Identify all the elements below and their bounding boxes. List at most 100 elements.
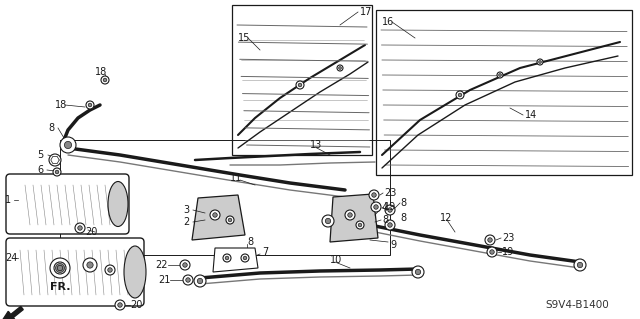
Text: 23: 23 <box>384 188 396 198</box>
Circle shape <box>337 65 343 71</box>
Circle shape <box>371 202 381 212</box>
Circle shape <box>183 275 193 285</box>
Circle shape <box>388 208 392 212</box>
FancyBboxPatch shape <box>6 238 144 306</box>
Circle shape <box>487 247 497 257</box>
Text: 21: 21 <box>158 275 170 285</box>
Circle shape <box>83 258 97 272</box>
Circle shape <box>58 265 63 271</box>
Text: 20: 20 <box>130 300 142 310</box>
Text: 11: 11 <box>230 173 243 183</box>
Text: 5: 5 <box>37 150 44 160</box>
Circle shape <box>77 226 83 230</box>
Text: 10: 10 <box>330 255 342 265</box>
Text: 6: 6 <box>37 165 43 175</box>
Text: 13: 13 <box>310 140 323 150</box>
Circle shape <box>296 81 304 89</box>
Circle shape <box>412 266 424 278</box>
Polygon shape <box>213 248 258 272</box>
Circle shape <box>197 278 203 284</box>
Circle shape <box>75 223 85 233</box>
Circle shape <box>108 268 112 272</box>
Circle shape <box>183 263 188 267</box>
Circle shape <box>103 78 107 82</box>
Text: 8: 8 <box>48 123 54 133</box>
Text: 8: 8 <box>382 215 388 225</box>
Circle shape <box>574 259 586 271</box>
Text: 12: 12 <box>440 213 452 223</box>
Circle shape <box>388 223 392 227</box>
Polygon shape <box>330 194 378 242</box>
FancyBboxPatch shape <box>6 174 129 234</box>
Circle shape <box>415 269 420 275</box>
Circle shape <box>577 262 582 268</box>
Text: 23: 23 <box>502 233 515 243</box>
Circle shape <box>345 210 355 220</box>
Text: 22: 22 <box>155 260 168 270</box>
Circle shape <box>358 223 362 227</box>
Circle shape <box>87 262 93 268</box>
Text: 8: 8 <box>400 198 406 208</box>
Circle shape <box>298 83 302 87</box>
Circle shape <box>223 254 231 262</box>
Text: 20: 20 <box>85 227 97 237</box>
Circle shape <box>241 254 249 262</box>
Circle shape <box>537 59 543 65</box>
Circle shape <box>65 141 72 149</box>
Circle shape <box>499 74 501 76</box>
Circle shape <box>385 220 395 230</box>
Text: 18: 18 <box>95 67 108 77</box>
Circle shape <box>372 193 376 197</box>
Circle shape <box>101 76 109 84</box>
Circle shape <box>180 260 190 270</box>
Circle shape <box>369 190 379 200</box>
Circle shape <box>212 213 217 217</box>
Circle shape <box>356 221 364 229</box>
Text: 9: 9 <box>390 240 396 250</box>
Text: 17: 17 <box>360 7 372 17</box>
Circle shape <box>539 61 541 63</box>
Circle shape <box>86 101 94 109</box>
Circle shape <box>53 168 61 176</box>
Text: 24: 24 <box>5 253 17 263</box>
Circle shape <box>49 154 61 166</box>
Circle shape <box>322 215 334 227</box>
Circle shape <box>228 218 232 222</box>
Text: 16: 16 <box>382 17 394 27</box>
Circle shape <box>186 278 190 282</box>
Ellipse shape <box>108 182 128 226</box>
Circle shape <box>55 170 59 174</box>
Circle shape <box>226 216 234 224</box>
Text: 15: 15 <box>238 33 250 43</box>
Text: 18: 18 <box>55 100 67 110</box>
Text: 19: 19 <box>502 247 515 257</box>
Circle shape <box>497 72 503 78</box>
Text: FR.: FR. <box>50 282 70 292</box>
Text: S9V4-B1400: S9V4-B1400 <box>545 300 609 310</box>
Text: 19: 19 <box>384 202 396 212</box>
Bar <box>60 140 390 255</box>
Bar <box>232 5 372 155</box>
Circle shape <box>50 258 70 278</box>
Polygon shape <box>192 195 245 240</box>
Text: 14: 14 <box>525 110 537 120</box>
Bar <box>376 10 632 175</box>
Text: 1: 1 <box>5 195 11 205</box>
Circle shape <box>56 263 65 272</box>
Circle shape <box>458 93 462 97</box>
Text: 3: 3 <box>183 205 189 215</box>
Circle shape <box>194 275 206 287</box>
Circle shape <box>243 256 247 260</box>
Text: 4: 4 <box>382 203 388 213</box>
Circle shape <box>54 262 66 274</box>
Text: 7: 7 <box>262 247 268 257</box>
Circle shape <box>225 256 229 260</box>
Circle shape <box>456 91 464 99</box>
Circle shape <box>118 303 122 307</box>
Circle shape <box>374 205 378 209</box>
Circle shape <box>60 137 76 153</box>
Circle shape <box>339 67 341 69</box>
Circle shape <box>325 218 331 224</box>
Ellipse shape <box>124 246 146 298</box>
Text: 2: 2 <box>183 217 189 227</box>
